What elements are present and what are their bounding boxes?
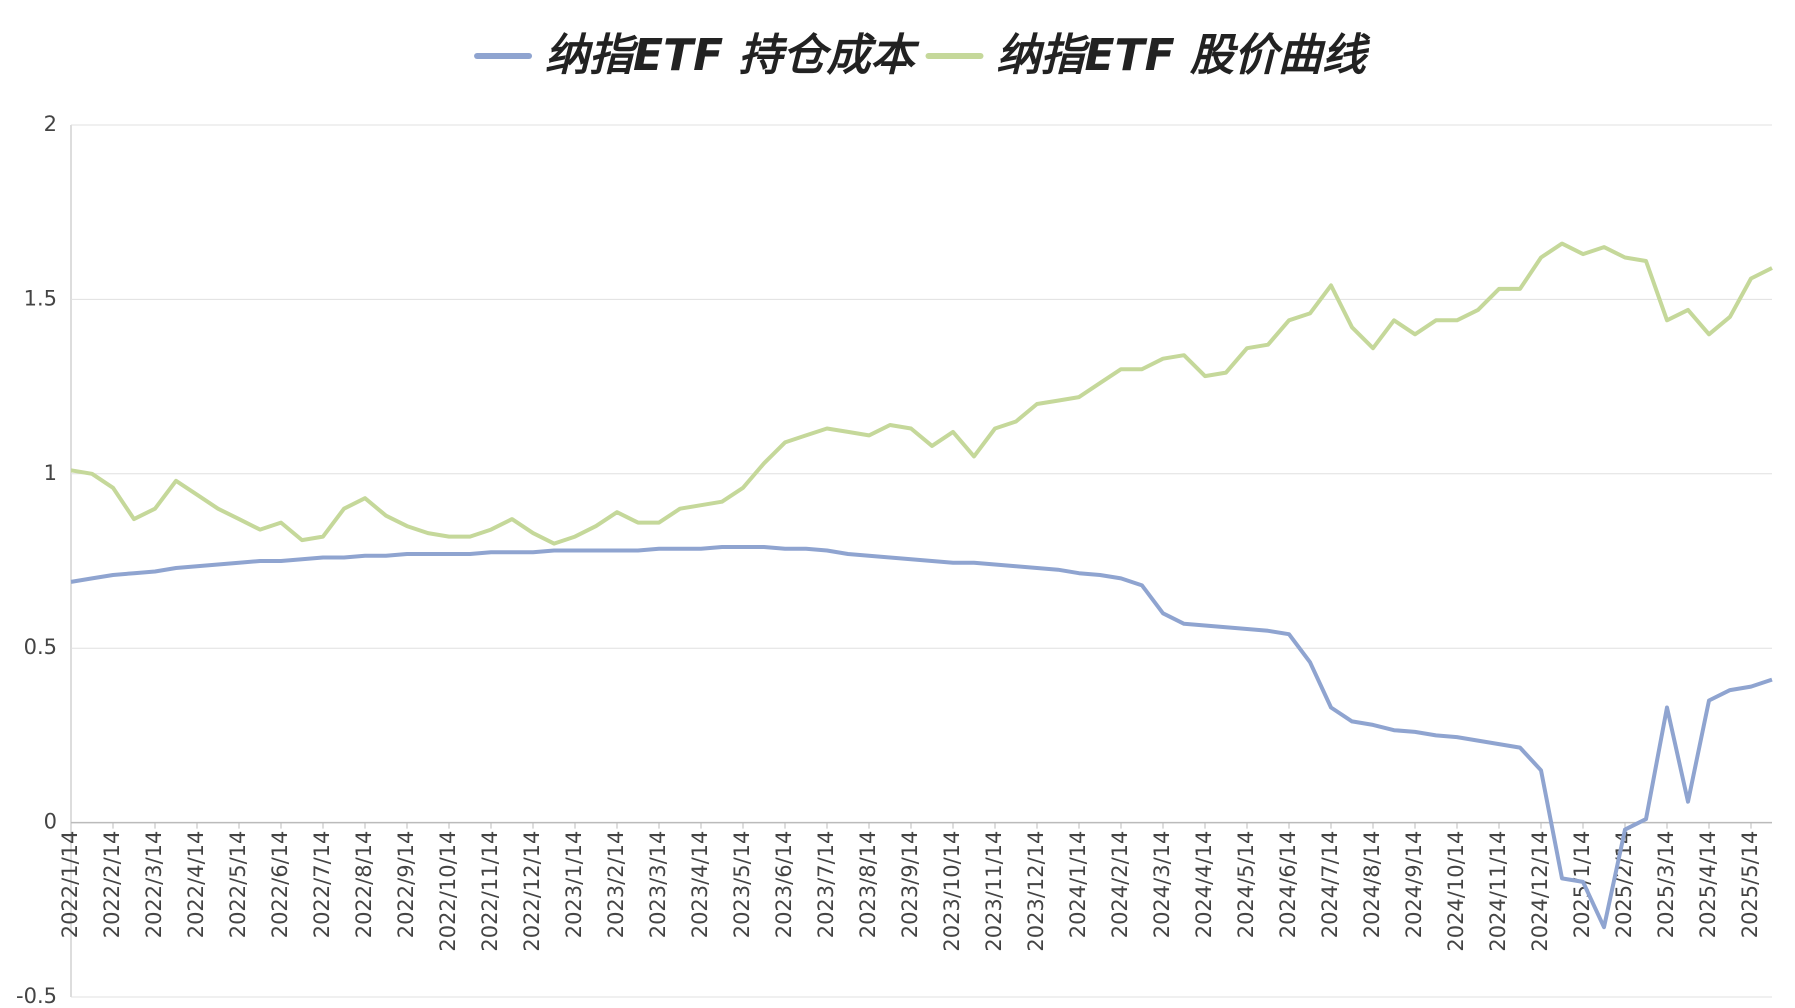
x-tick-label: 2023/5/14 bbox=[730, 831, 754, 939]
x-tick-label: 2023/8/14 bbox=[856, 831, 880, 939]
x-tick-label: 2022/12/14 bbox=[520, 831, 544, 952]
x-tick-label: 2023/3/14 bbox=[646, 831, 670, 939]
x-tick-label: 2022/1/14 bbox=[58, 831, 82, 939]
y-tick-label: 1.5 bbox=[24, 286, 57, 310]
y-tick-label: 0 bbox=[44, 810, 57, 834]
x-tick-label: 2022/5/14 bbox=[226, 831, 250, 939]
x-tick-label: 2025/3/14 bbox=[1654, 831, 1678, 939]
y-tick-label: -0.5 bbox=[16, 984, 57, 1008]
x-tick-label: 2024/8/14 bbox=[1360, 831, 1384, 939]
y-tick-label: 2 bbox=[44, 112, 57, 136]
x-tick-label: 2023/12/14 bbox=[1024, 831, 1048, 952]
x-tick-label: 2022/4/14 bbox=[184, 831, 208, 939]
x-tick-label: 2024/2/14 bbox=[1108, 831, 1132, 939]
x-tick-label: 2022/11/14 bbox=[478, 831, 502, 952]
x-tick-label: 2025/2/14 bbox=[1612, 831, 1636, 939]
x-tick-label: 2024/12/14 bbox=[1528, 831, 1552, 952]
legend-label: 纳指ETF 持仓成本 bbox=[545, 30, 920, 81]
x-tick-label: 2022/10/14 bbox=[436, 831, 460, 952]
x-tick-label: 2024/5/14 bbox=[1234, 831, 1258, 939]
x-tick-label: 2022/2/14 bbox=[100, 831, 124, 939]
x-tick-label: 2025/4/14 bbox=[1696, 831, 1720, 939]
x-tick-label: 2023/1/14 bbox=[562, 831, 586, 939]
x-tick-label: 2023/2/14 bbox=[604, 831, 628, 939]
x-tick-label: 2024/10/14 bbox=[1444, 831, 1468, 952]
x-tick-label: 2022/9/14 bbox=[394, 831, 418, 939]
y-tick-label: 0.5 bbox=[24, 635, 57, 659]
x-tick-label: 2023/9/14 bbox=[898, 831, 922, 939]
x-tick-label: 2022/8/14 bbox=[352, 831, 376, 939]
x-tick-label: 2022/7/14 bbox=[310, 831, 334, 939]
x-tick-label: 2023/11/14 bbox=[982, 831, 1006, 952]
x-tick-label: 2025/5/14 bbox=[1738, 831, 1762, 939]
x-tick-label: 2024/6/14 bbox=[1276, 831, 1300, 939]
x-tick-label: 2022/6/14 bbox=[268, 831, 292, 939]
x-tick-label: 2023/4/14 bbox=[688, 831, 712, 939]
x-tick-label: 2023/7/14 bbox=[814, 831, 838, 939]
x-tick-label: 2024/1/14 bbox=[1066, 831, 1090, 939]
series-line bbox=[70, 545, 1773, 930]
x-tick-label: 2024/9/14 bbox=[1402, 831, 1426, 939]
series-line bbox=[70, 241, 1773, 546]
x-tick-label: 2023/6/14 bbox=[772, 831, 796, 939]
x-tick-label: 2023/10/14 bbox=[940, 831, 964, 952]
x-tick-label: 2022/3/14 bbox=[142, 831, 166, 939]
x-tick-label: 2024/4/14 bbox=[1192, 831, 1216, 939]
x-tick-label: 2024/7/14 bbox=[1318, 831, 1342, 939]
x-tick-label: 2024/11/14 bbox=[1486, 831, 1510, 952]
y-tick-label: 1 bbox=[44, 461, 57, 485]
x-tick-label: 2024/3/14 bbox=[1150, 831, 1174, 939]
legend: 纳指ETF 持仓成本 纳指ETF 股价曲线 bbox=[474, 30, 1371, 81]
legend-label: 纳指ETF 股价曲线 bbox=[997, 30, 1371, 81]
